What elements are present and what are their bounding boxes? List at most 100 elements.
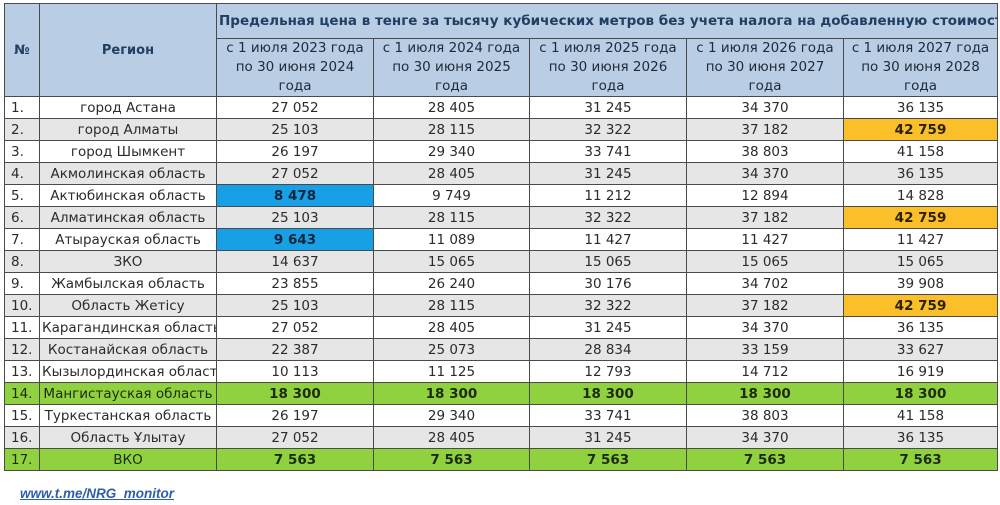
table-row: 11. Карагандинская область 27 052 28 405 31 … [4, 316, 999, 339]
table-row: 15. Туркестанская область 26 197 29 340 33 7… [4, 404, 999, 427]
price-cell: 14 712 [686, 360, 844, 383]
region-name: Атырауская область [39, 228, 217, 251]
price-cell: 29 340 [373, 140, 530, 163]
price-cell: 10 113 [216, 360, 374, 383]
price-cell: 42 759 [842, 118, 999, 141]
row-number: 6. [4, 206, 40, 229]
row-number: 2. [4, 118, 40, 141]
price-cell: 7 563 [373, 448, 530, 471]
row-number: 11. [4, 316, 40, 339]
price-cell: 7 563 [529, 448, 687, 471]
row-number: 8. [4, 250, 40, 273]
price-cell: 12 793 [529, 360, 687, 383]
period-header: с 1 июля 2023 года по 30 июня 2024 года [216, 38, 374, 97]
price-cell: 28 405 [373, 316, 530, 339]
price-cell: 28 405 [373, 162, 530, 185]
region-name: Туркестанская область [39, 404, 217, 427]
header-row: № Регион Предельная цена в тенге за тыся… [4, 3, 999, 97]
price-cell: 12 894 [686, 184, 844, 207]
telegram-channel-link[interactable]: www.t.me/NRG_monitor [20, 486, 175, 501]
price-cell: 27 052 [216, 426, 374, 449]
price-cell: 26 197 [216, 140, 374, 163]
region-name: город Алматы [39, 118, 217, 141]
price-cell: 28 405 [373, 426, 530, 449]
region-name: Область Ұлытау [39, 426, 217, 449]
price-cell: 37 182 [686, 206, 844, 229]
region-name: Карагандинская область [39, 316, 217, 339]
row-number: 13. [4, 360, 40, 383]
price-cell: 18 300 [373, 382, 530, 405]
table-row: 8. ЗКО 14 637 15 065 15 065 15 065 15 065 [4, 250, 999, 273]
price-cell: 25 073 [373, 338, 530, 361]
table-row: 14. Мангистауская область 18 300 18 300 18 3… [4, 382, 999, 405]
price-cell: 15 065 [686, 250, 844, 273]
price-cell: 31 245 [529, 162, 687, 185]
region-name: ЗКО [39, 250, 217, 273]
period-header: с 1 июля 2024 года по 30 июня 2025 года [373, 38, 530, 97]
price-cell: 11 427 [529, 228, 687, 251]
price-cell: 15 065 [529, 250, 687, 273]
table-row: 17. ВКО 7 563 7 563 7 563 7 563 7 563 [4, 448, 999, 471]
period-header: с 1 июля 2025 года по 30 июня 2026 года [529, 38, 687, 97]
price-cell: 39 908 [842, 272, 999, 295]
price-cell: 18 300 [216, 382, 374, 405]
row-number: 3. [4, 140, 40, 163]
table-row: 9. Жамбылская область 23 855 26 240 30 176 34… [4, 272, 999, 295]
price-cell: 25 103 [216, 294, 374, 317]
price-cell: 23 855 [216, 272, 374, 295]
table-row: 2. город Алматы 25 103 28 115 32 322 37 182 42… [4, 118, 999, 141]
price-cell: 27 052 [216, 162, 374, 185]
price-cell: 26 197 [216, 404, 374, 427]
price-cell: 11 212 [529, 184, 687, 207]
price-cell: 14 637 [216, 250, 374, 273]
price-cell: 41 158 [842, 404, 999, 427]
table-row: 6. Алматинская область 25 103 28 115 32 322 3… [4, 206, 999, 229]
price-cell: 33 627 [842, 338, 999, 361]
table-row: 3. город Шымкент 26 197 29 340 33 741 38 803 4… [4, 140, 999, 163]
price-cell: 11 427 [842, 228, 999, 251]
table-row: 1. город Астана 27 052 28 405 31 245 34 370 36… [4, 96, 999, 119]
price-cell: 41 158 [842, 140, 999, 163]
price-cell: 32 322 [529, 206, 687, 229]
price-cell: 30 176 [529, 272, 687, 295]
price-cell: 34 370 [686, 162, 844, 185]
row-number: 1. [4, 96, 40, 119]
price-cell: 14 828 [842, 184, 999, 207]
row-number: 14. [4, 382, 40, 405]
row-number: 10. [4, 294, 40, 317]
price-cell: 18 300 [529, 382, 687, 405]
price-cell: 18 300 [686, 382, 844, 405]
price-cell: 34 370 [686, 316, 844, 339]
price-cell: 34 702 [686, 272, 844, 295]
price-cell: 42 759 [842, 294, 999, 317]
row-number: 5. [4, 184, 40, 207]
price-cell: 33 741 [529, 404, 687, 427]
price-cell: 11 427 [686, 228, 844, 251]
period-header-row: с 1 июля 2023 года по 30 июня 2024 года … [5, 38, 999, 97]
price-cell: 28 115 [373, 118, 530, 141]
price-cell: 16 919 [842, 360, 999, 383]
table-row: 13. Кызылординская область 10 113 11 125 12 … [4, 360, 999, 383]
price-cell: 36 135 [842, 426, 999, 449]
region-name: ВКО [39, 448, 217, 471]
price-cell: 15 065 [842, 250, 999, 273]
period-header: с 1 июля 2026 года по 30 июня 2027 года [686, 38, 844, 97]
region-name: Жамбылская область [39, 272, 217, 295]
price-cell: 25 103 [216, 206, 374, 229]
price-cell: 33 741 [529, 140, 687, 163]
price-cell: 18 300 [842, 382, 999, 405]
price-cell: 28 115 [373, 294, 530, 317]
table-row: 16. Область Ұлытау 27 052 28 405 31 245 34 37… [4, 426, 999, 449]
price-cell: 36 135 [842, 162, 999, 185]
price-cell: 32 322 [529, 118, 687, 141]
price-cell: 28 405 [373, 96, 530, 119]
price-cell: 38 803 [686, 140, 844, 163]
region-header: Регион [39, 3, 217, 97]
price-cell: 9 749 [373, 184, 530, 207]
period-header: с 1 июля 2027 года по 30 июня 2028 года [842, 38, 999, 97]
region-name: Актюбинская область [39, 184, 217, 207]
table-caption: Предельная цена в тенге за тысячу кубиче… [215, 3, 999, 39]
region-name: Акмолинская область [39, 162, 217, 185]
row-number: 9. [4, 272, 40, 295]
price-cell: 27 052 [216, 316, 374, 339]
